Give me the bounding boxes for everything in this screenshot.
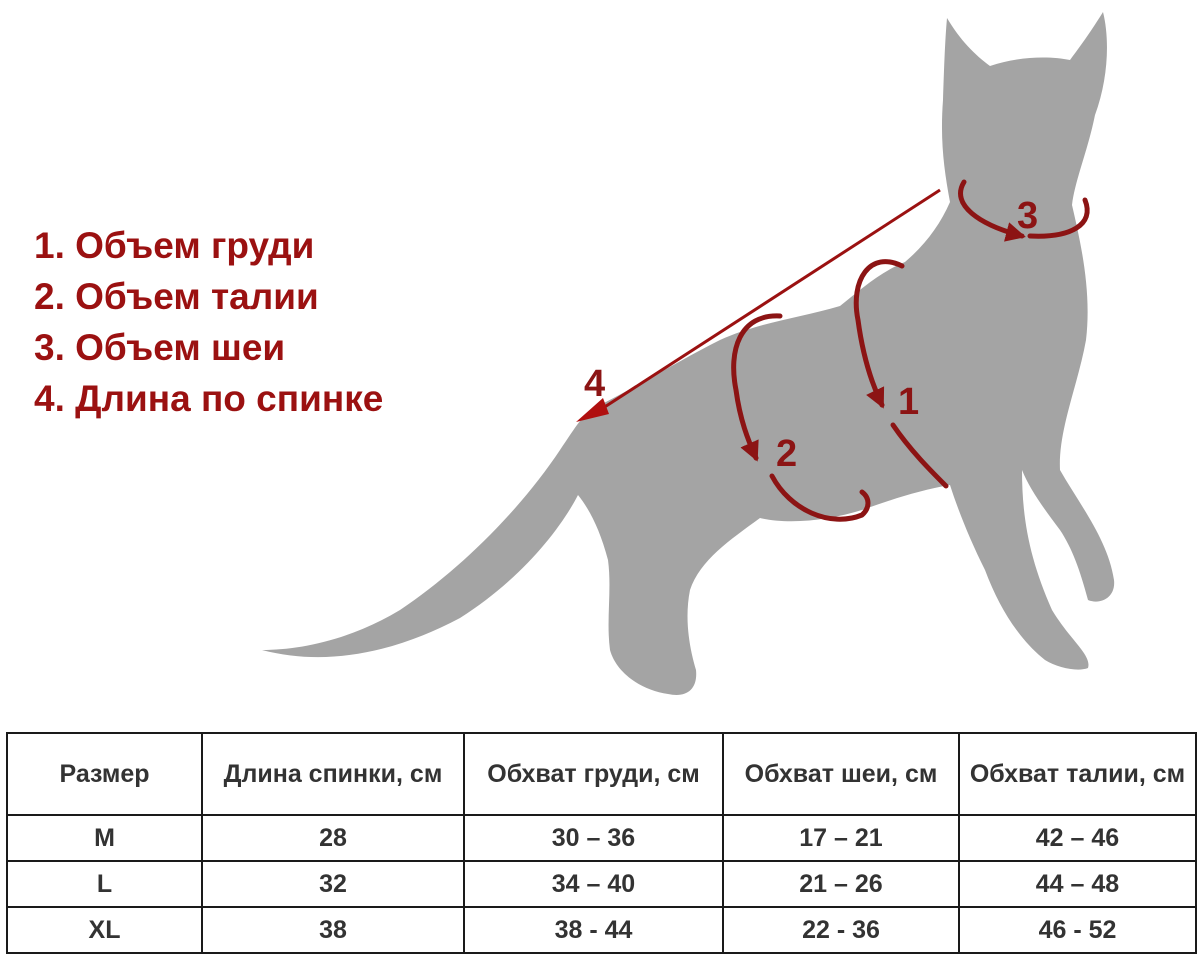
cell-size: XL xyxy=(6,906,203,954)
legend-waist: 2. Объем талии xyxy=(34,276,319,317)
legend-neck: 3. Объем шеи xyxy=(34,327,286,368)
back-length-arrowhead xyxy=(576,398,609,422)
header-size: Размер xyxy=(6,732,203,816)
marker-chest: 1 xyxy=(898,381,919,423)
cell-waist: 46 - 52 xyxy=(958,906,1197,954)
neck-measure: 3 xyxy=(958,179,1090,242)
cat-silhouette xyxy=(262,12,1115,695)
cell-back-length: 32 xyxy=(201,860,465,908)
header-waist: Обхват талии, см xyxy=(958,732,1197,816)
cell-waist: 44 – 48 xyxy=(958,860,1197,908)
chest-arc xyxy=(890,422,949,489)
measurement-legend: 1. Объем груди 2. Объем талии 3. Объем ш… xyxy=(34,220,383,424)
legend-chest: 1. Объем груди xyxy=(34,225,315,266)
back-length-line xyxy=(599,188,941,412)
table-row: XL 38 38 - 44 22 - 36 46 - 52 xyxy=(6,906,1197,954)
table-header-row: Размер Длина спинки, см Обхват груди, см… xyxy=(6,732,1197,816)
header-back-length: Длина спинки, см xyxy=(201,732,465,816)
waist-arc xyxy=(769,473,871,522)
cell-back-length: 38 xyxy=(201,906,465,954)
chest-arrow xyxy=(853,259,905,409)
cell-chest: 34 – 40 xyxy=(463,860,724,908)
table-row: M 28 30 – 36 17 – 21 42 – 46 xyxy=(6,814,1197,862)
cell-back-length: 28 xyxy=(201,814,465,862)
size-chart-table: Размер Длина спинки, см Обхват груди, см… xyxy=(6,732,1197,954)
cell-neck: 22 - 36 xyxy=(722,906,960,954)
cell-chest: 38 - 44 xyxy=(463,906,724,954)
cell-neck: 21 – 26 xyxy=(722,860,960,908)
waist-measure: 2 xyxy=(731,313,871,522)
neck-arc xyxy=(1027,197,1090,239)
marker-waist: 2 xyxy=(776,433,797,475)
cell-waist: 42 – 46 xyxy=(958,814,1197,862)
cat-measurement-illustration: 4 3 1 2 xyxy=(262,12,1115,695)
neck-arrow xyxy=(958,179,1026,242)
cell-size: L xyxy=(6,860,203,908)
cell-chest: 30 – 36 xyxy=(463,814,724,862)
cell-size: M xyxy=(6,814,203,862)
cell-neck: 17 – 21 xyxy=(722,814,960,862)
marker-back: 4 xyxy=(584,363,605,405)
header-neck: Обхват шеи, см xyxy=(722,732,960,816)
chest-measure: 1 xyxy=(853,259,949,489)
marker-neck: 3 xyxy=(1017,195,1038,237)
waist-arrow xyxy=(731,313,783,462)
table-row: L 32 34 – 40 21 – 26 44 – 48 xyxy=(6,860,1197,908)
header-chest: Обхват груди, см xyxy=(463,732,724,816)
legend-back-length: 4. Длина по спинке xyxy=(34,378,384,419)
back-length-measure: 4 xyxy=(576,188,941,422)
